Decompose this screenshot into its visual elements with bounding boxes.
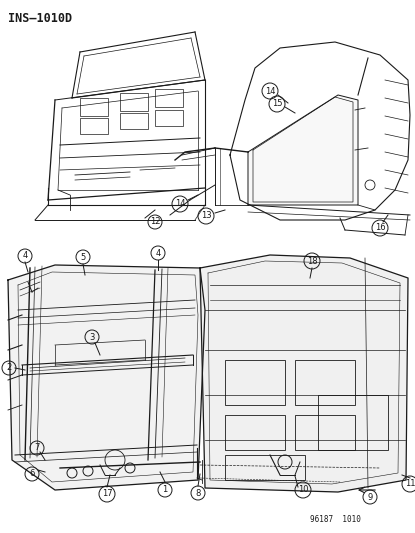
Text: 6: 6 (29, 470, 35, 479)
Polygon shape (248, 95, 358, 205)
Bar (295, 360, 355, 405)
Bar (318, 395, 388, 450)
Text: 3: 3 (89, 333, 95, 342)
Text: 7: 7 (34, 443, 40, 453)
Text: 11: 11 (405, 480, 415, 489)
Text: 15: 15 (272, 100, 282, 109)
Text: 14: 14 (175, 199, 185, 208)
Text: 8: 8 (195, 489, 201, 497)
Text: 5: 5 (81, 253, 85, 262)
Text: 96187  1010: 96187 1010 (310, 515, 361, 524)
Text: 2: 2 (6, 364, 12, 373)
Text: 16: 16 (375, 223, 385, 232)
Text: 12: 12 (150, 217, 160, 227)
Text: 1: 1 (162, 486, 168, 495)
Bar (225, 415, 285, 450)
Text: 10: 10 (298, 486, 308, 495)
Bar (225, 455, 305, 480)
Text: 9: 9 (367, 492, 373, 502)
Text: 17: 17 (102, 489, 112, 498)
Text: 18: 18 (307, 256, 317, 265)
Text: 14: 14 (265, 86, 275, 95)
Polygon shape (8, 265, 205, 490)
Bar (225, 360, 285, 405)
Text: INS–1010D: INS–1010D (8, 12, 72, 25)
Text: 13: 13 (201, 212, 211, 221)
Text: 4: 4 (155, 248, 161, 257)
Text: 4: 4 (22, 252, 28, 261)
Polygon shape (200, 255, 408, 492)
Bar (295, 415, 355, 450)
